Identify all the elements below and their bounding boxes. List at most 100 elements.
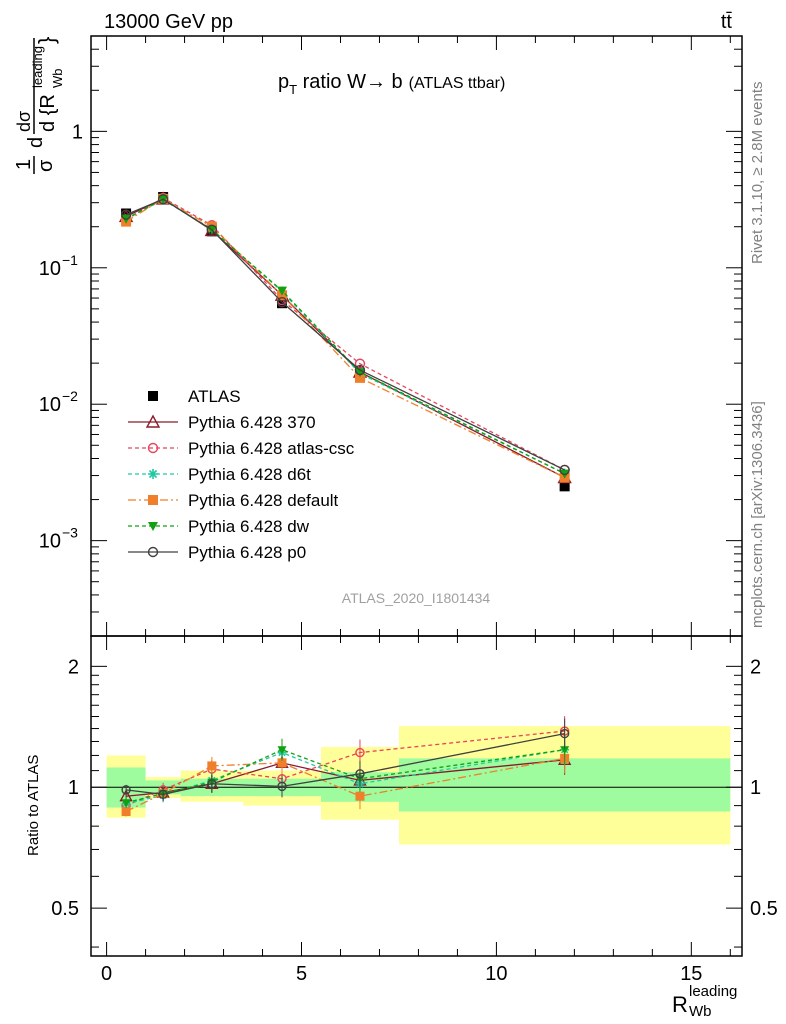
data-point	[157, 194, 169, 205]
ylabel-frac2-den: d {R	[37, 94, 59, 132]
legend-label: ATLAS	[188, 387, 241, 406]
ratio-data-point	[158, 789, 168, 800]
ylabel-sub: Wb	[50, 69, 65, 89]
data-point	[354, 368, 365, 378]
xlabel: R	[672, 992, 688, 1017]
svg-text:}: }	[34, 37, 59, 44]
y-tick-exponent: −2	[62, 388, 78, 404]
data-point	[354, 372, 365, 383]
data-point	[206, 224, 218, 235]
legend-entry: Pythia 6.428 default	[128, 491, 339, 510]
legend-label: Pythia 6.428 370	[188, 413, 316, 432]
y-tick-exponent: −3	[62, 525, 78, 541]
mcplots-label: mcplots.cern.ch [arXiv:1306.3436]	[749, 401, 766, 628]
header-left: 13000 GeV pp	[104, 11, 233, 33]
ratio-y-tick-label: 0.5	[51, 898, 79, 920]
series-6	[120, 194, 570, 476]
legend-entry: Pythia 6.428 dw	[128, 517, 310, 536]
y-tick-label: 10	[39, 258, 61, 280]
legend-entry: Pythia 6.428 p0	[128, 543, 306, 562]
series-2	[120, 192, 570, 476]
ratio-series-line	[125, 730, 565, 807]
series-line	[125, 199, 565, 475]
ratio-data-point	[559, 728, 570, 739]
ratio-y-tick-label-right: 2	[750, 656, 761, 678]
legend-label: Pythia 6.428 atlas-csc	[188, 439, 355, 458]
legend-label: Pythia 6.428 default	[188, 491, 339, 510]
ratio-data-point	[277, 781, 287, 792]
ratio-data-point	[207, 761, 217, 771]
legend-entry: Pythia 6.428 atlas-csc	[128, 439, 355, 458]
legend-entry: Pythia 6.428 370	[128, 413, 316, 432]
series-line	[125, 198, 565, 475]
ratio-y-tick-label-right: 0.5	[750, 898, 778, 920]
data-point	[559, 464, 570, 476]
ratio-series-line	[125, 749, 565, 804]
ratio-y-tick-label: 1	[68, 777, 79, 799]
legend-entry: ATLAS	[148, 387, 241, 406]
ratio-data-point	[560, 746, 570, 755]
ratio-data-point	[355, 791, 365, 801]
data-point	[120, 209, 132, 220]
y-tick-label: 10	[39, 394, 61, 416]
x-tick-label: 0	[101, 963, 112, 985]
ratio-data-point	[277, 746, 287, 755]
legend-marker	[145, 414, 161, 428]
ylabel-sup: leading	[30, 46, 45, 88]
ratio-data-point	[207, 779, 217, 789]
ylabel-frac1-num: 1	[13, 159, 35, 170]
ratio-series-5	[121, 718, 570, 802]
legend-marker	[147, 546, 159, 558]
ratio-data-point	[121, 807, 131, 817]
legend-label: Pythia 6.428 dw	[188, 517, 310, 536]
xlabel-sub: Wb	[689, 1003, 712, 1020]
ratio-data-point	[121, 799, 131, 808]
series-line	[125, 198, 565, 471]
legend-marker	[147, 442, 159, 454]
series-5	[121, 195, 570, 479]
main-title: pT ratio W→ b (ATLAS ttbar)	[278, 71, 505, 97]
main-ylabel: 1 σ d dσ d {R Wb leading }	[13, 37, 65, 174]
xlabel-sup: leading	[689, 983, 737, 1000]
x-tick-label: 10	[485, 963, 507, 985]
ratio-ylabel: Ratio to ATLAS	[25, 755, 42, 856]
legend-entry: Pythia 6.428 d6t	[128, 465, 311, 484]
data-point	[121, 208, 132, 219]
analysis-watermark: ATLAS_2020_I1801434	[342, 590, 491, 606]
ratio-y-tick-label-right: 1	[750, 777, 761, 799]
legend-marker	[148, 391, 158, 401]
rivet-label: Rivet 3.1.10, ≥ 2.8M events	[749, 82, 766, 265]
legend-marker	[148, 495, 158, 505]
data-point	[354, 364, 366, 376]
xlabel-main: R	[672, 992, 688, 1017]
legend-marker	[148, 522, 158, 531]
y-tick-label: 10	[39, 531, 61, 553]
ratio-y-tick-label: 2	[68, 656, 79, 678]
legend-marker	[148, 469, 158, 479]
ylabel-frac1-den: σ	[35, 159, 57, 172]
main-title-sub: T	[289, 82, 297, 97]
ratio-data-point	[121, 785, 131, 795]
data-point	[276, 296, 288, 308]
legend-label: Pythia 6.428 d6t	[188, 465, 311, 484]
ratio-series-line	[125, 757, 565, 813]
series-3	[121, 194, 570, 479]
header-right: tt̄	[721, 11, 733, 33]
x-tick-label: 5	[296, 963, 307, 985]
y-tick-label: 1	[72, 121, 83, 143]
main-title-rest: ratio W→ b	[297, 71, 403, 93]
ratio-frame	[90, 635, 743, 957]
main-title-p: p	[278, 71, 289, 93]
data-point	[277, 298, 288, 309]
legend-label: Pythia 6.428 p0	[188, 543, 306, 562]
ratio-data-point	[355, 747, 365, 758]
ratio-data-point	[355, 769, 365, 779]
y-tick-exponent: −1	[62, 252, 78, 268]
series-line	[125, 198, 565, 479]
svg-text:1: 1	[13, 159, 35, 170]
data-point	[277, 286, 288, 296]
ratio-series-line	[126, 732, 565, 796]
main-title-small: (ATLAS ttbar)	[409, 75, 506, 92]
ylabel-frac2-num: dσ	[14, 111, 34, 132]
